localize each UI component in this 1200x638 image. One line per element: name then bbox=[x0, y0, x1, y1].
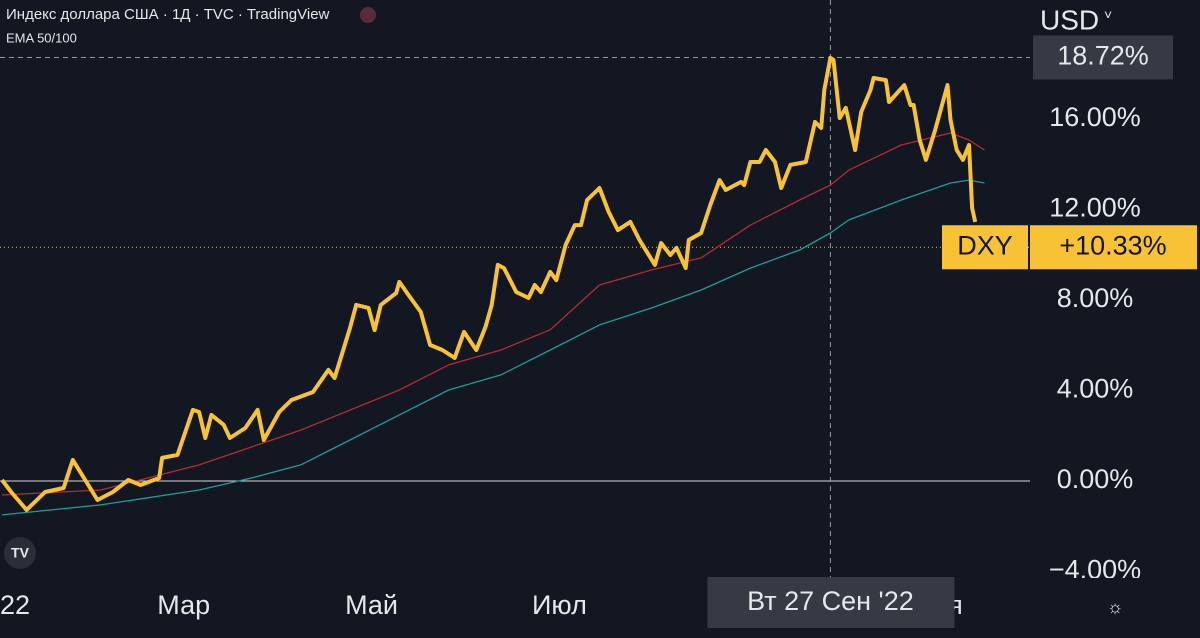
plot-area bbox=[0, 0, 1030, 578]
crosshair-value-box bbox=[1033, 35, 1173, 80]
x-axis-band bbox=[0, 578, 1200, 638]
y-tick-label: 0.00% bbox=[1057, 464, 1134, 494]
currency-caret: ˅ bbox=[1104, 7, 1112, 23]
x-tick-label: 22 bbox=[0, 590, 30, 620]
symbol-tag bbox=[942, 225, 1028, 270]
series-line bbox=[1, 179, 985, 516]
legend-ema: EMA 50/100 bbox=[6, 30, 77, 45]
svg-text:TV: TV bbox=[11, 545, 30, 561]
x-tick-label: Май bbox=[345, 590, 398, 620]
x-tick-label: Мар bbox=[157, 590, 210, 620]
x-tick-label: Июл bbox=[532, 590, 587, 620]
overlays: 18.72% DXY +10.33% Вт 27 Сен '22 bbox=[707, 35, 1197, 628]
y-tick-label: 8.00% bbox=[1057, 283, 1134, 313]
crosshair-date-label: Вт 27 Сен '22 bbox=[747, 586, 914, 616]
crosshair-date-box bbox=[707, 577, 955, 628]
y-tick-label: 4.00% bbox=[1057, 374, 1134, 404]
chart-title: Индекс доллара США · 1Д · TVC · TradingV… bbox=[6, 6, 330, 23]
last-value-label: +10.33% bbox=[1059, 230, 1166, 260]
currency: USD bbox=[1040, 4, 1099, 35]
symbol-label: DXY bbox=[957, 230, 1013, 260]
last-value-box bbox=[1030, 225, 1197, 270]
y-axis: −4.00%0.00%4.00%8.00%12.00%16.00% bbox=[1049, 102, 1141, 584]
tv-logo: TV bbox=[4, 537, 36, 569]
y-tick-label: 12.00% bbox=[1049, 193, 1141, 223]
series-line bbox=[0, 55, 978, 512]
y-tick-label: 16.00% bbox=[1049, 102, 1141, 132]
crosshair-value-label: 18.72% bbox=[1057, 41, 1149, 71]
series-line bbox=[1, 132, 985, 496]
status-icon bbox=[360, 7, 376, 23]
settings-icon[interactable]: ☼ bbox=[1107, 597, 1124, 617]
